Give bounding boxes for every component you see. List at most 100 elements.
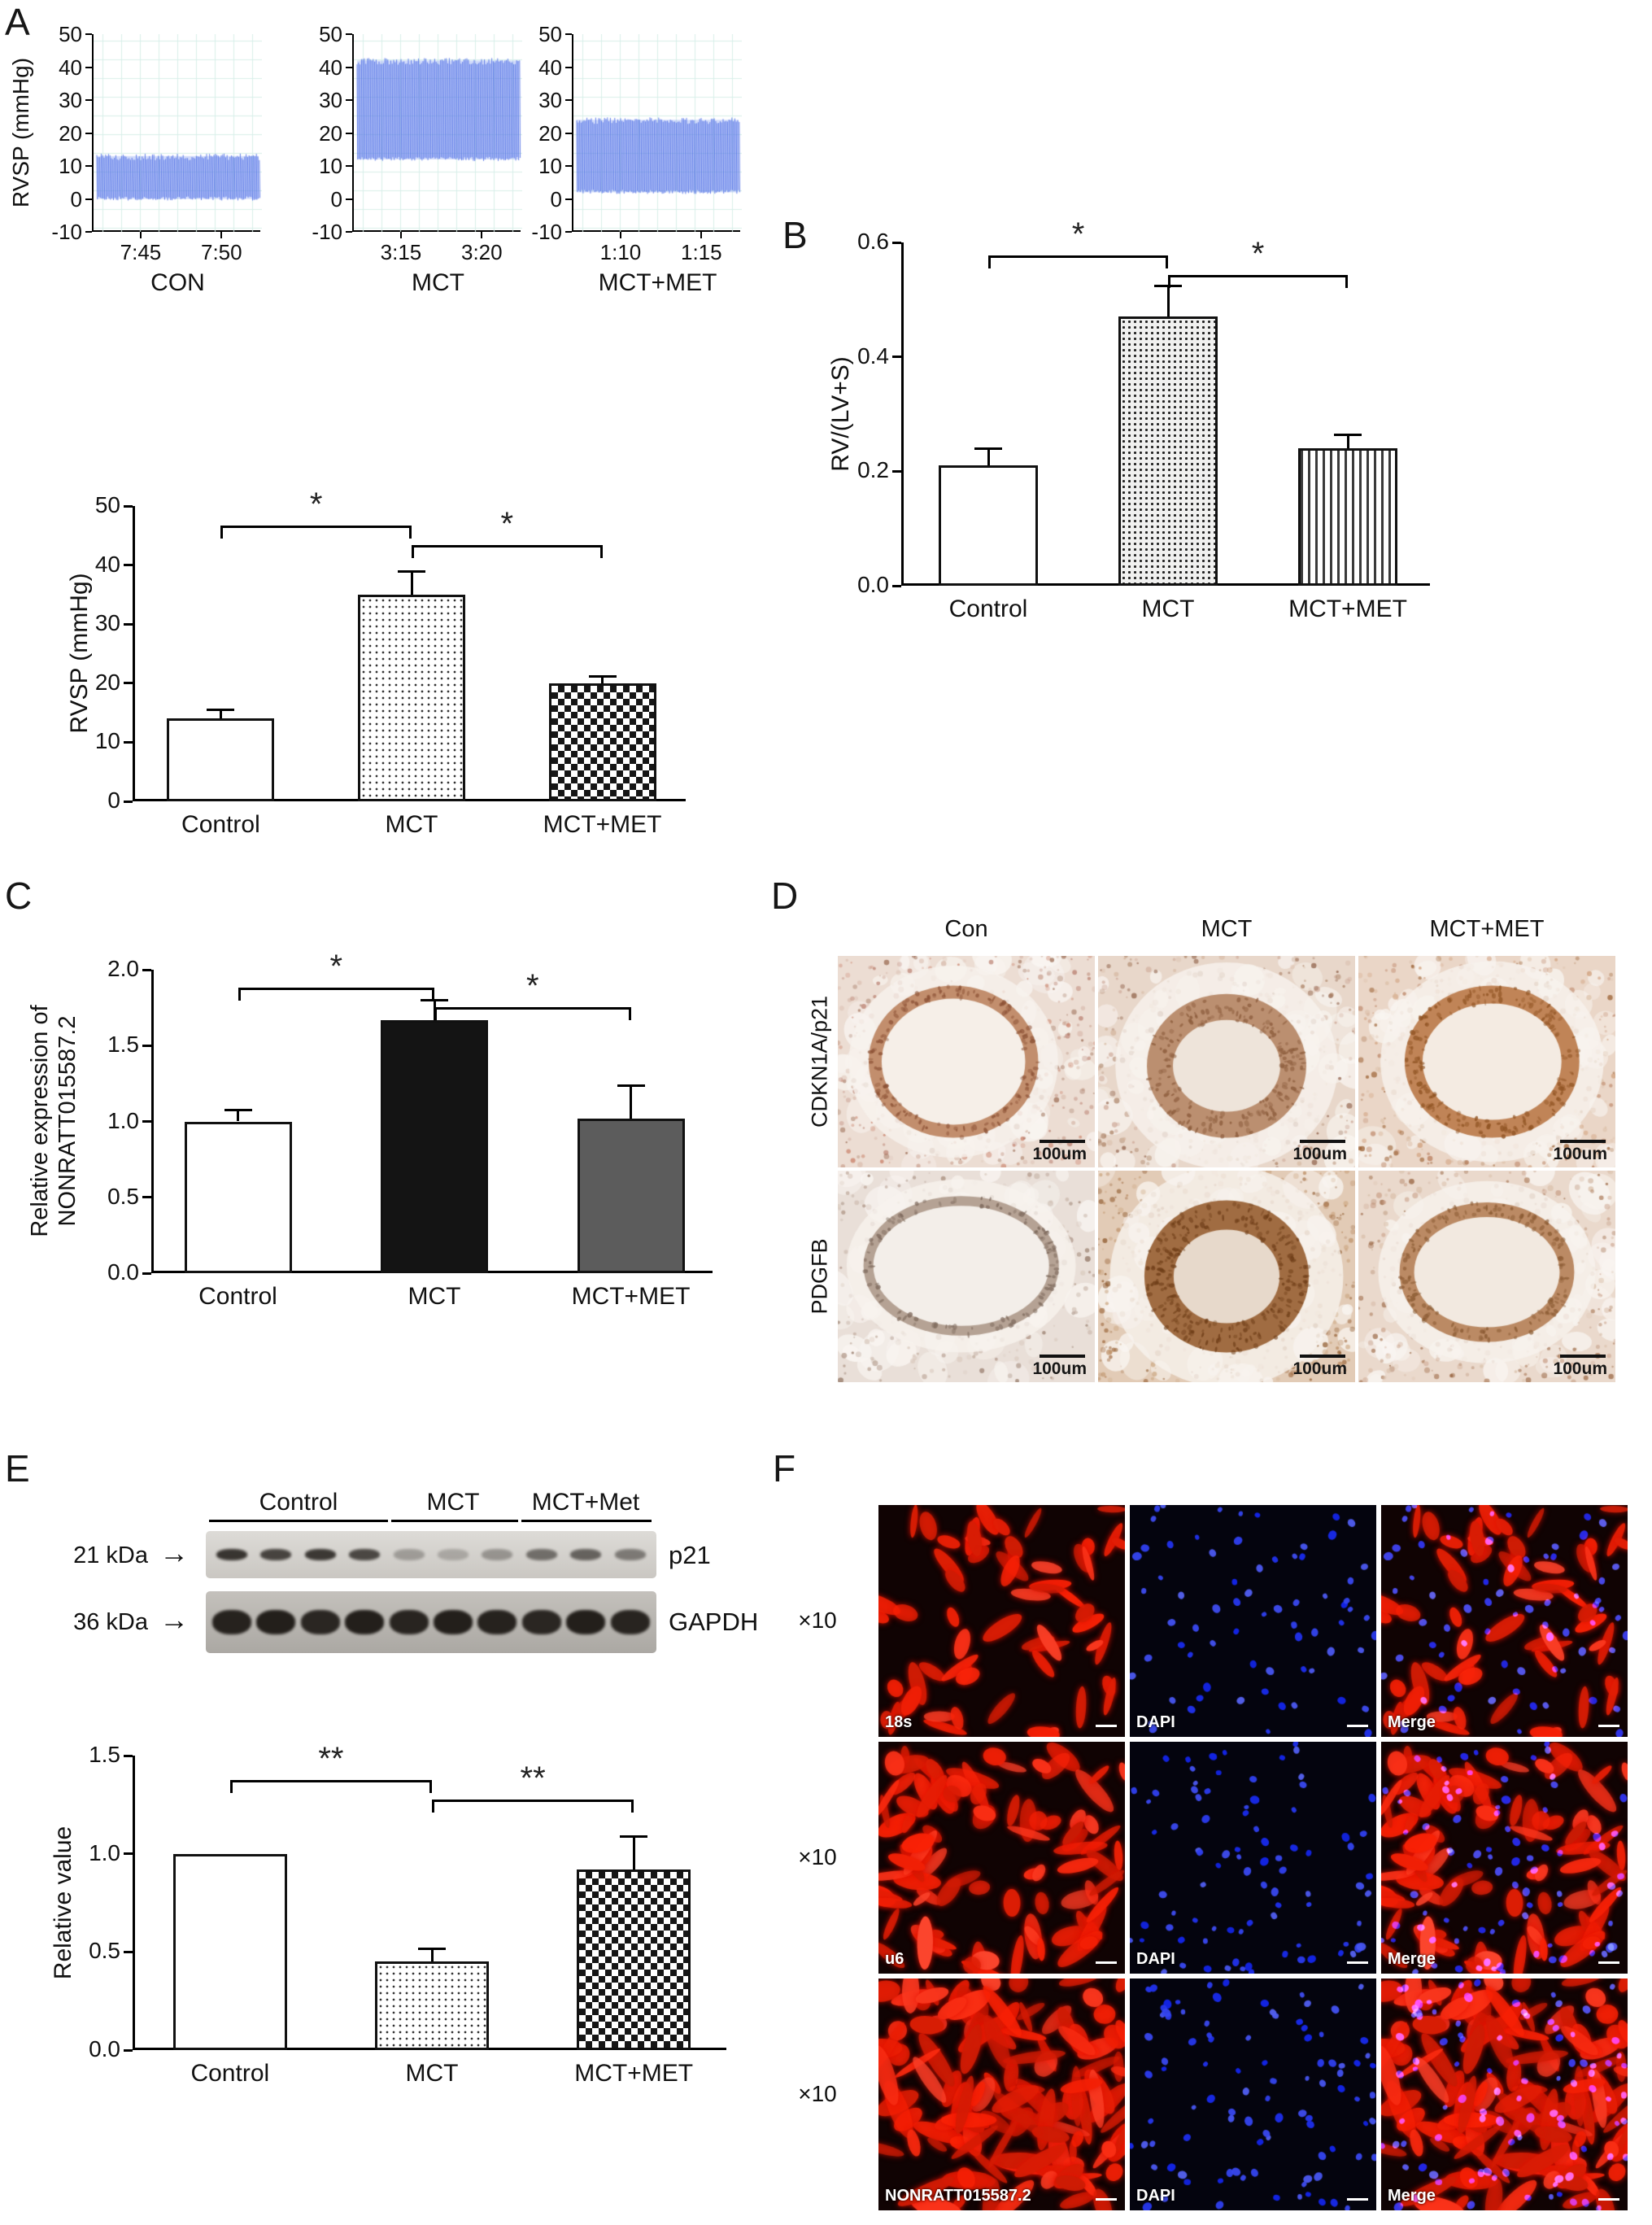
- y-tick: [346, 132, 352, 134]
- blot-band: [216, 1549, 247, 1560]
- fluor-image-row1-merge: Merge: [1381, 1505, 1628, 1737]
- y-tick-label: 0.4: [857, 342, 889, 369]
- error-bar: [1346, 434, 1349, 449]
- magnification-label-row1: ×10: [798, 1608, 837, 1633]
- error-bar-cap: [418, 1947, 446, 1950]
- scale-bar: [1560, 1355, 1606, 1358]
- x-tick: [481, 232, 483, 238]
- y-tick-label: 40: [94, 551, 120, 577]
- y-tick: [565, 33, 572, 35]
- scale-bar-label: 100um: [1292, 1359, 1347, 1378]
- trace-canvas: [354, 34, 522, 232]
- x-tick: [220, 232, 223, 238]
- y-tick: [892, 584, 901, 587]
- bar-Control: [172, 1853, 287, 2050]
- y-tick: [124, 564, 133, 567]
- bar-MCT+MET: [1298, 448, 1397, 586]
- error-bar: [410, 570, 413, 595]
- fluor-canvas: [878, 1505, 1125, 1737]
- ihc-image-cdkn1a-p21-mct: 100um: [1098, 956, 1355, 1167]
- sig-bracket-end: [1166, 255, 1168, 268]
- scale-bar: [1347, 1725, 1368, 1727]
- fluor-canvas: [878, 1742, 1125, 1974]
- scale-bar-label: 100um: [1292, 1145, 1347, 1163]
- y-tick-label: 0.5: [89, 1938, 120, 1964]
- y-tick-label: 0.0: [89, 2036, 120, 2061]
- panel-label-b: B: [782, 214, 808, 256]
- ihc-canvas: [1098, 956, 1355, 1167]
- y-tick-label: 1.5: [107, 1032, 139, 1058]
- fluor-image-label: DAPI: [1136, 1950, 1175, 1968]
- bar-MCT+MET: [548, 683, 656, 801]
- scale-bar: [1598, 1961, 1619, 1964]
- y-tick-label: 0: [70, 186, 82, 212]
- sig-bracket: [1168, 275, 1348, 277]
- scale-bar-label: 100um: [1553, 1359, 1607, 1378]
- fluor-canvas: [1130, 1505, 1376, 1737]
- y-tick: [565, 231, 572, 233]
- scale-bar: [1560, 1140, 1606, 1143]
- error-bar: [630, 1084, 632, 1119]
- y-tick-label: 20: [59, 120, 82, 146]
- sig-bracket: [238, 988, 434, 990]
- x-tick-label: 1:10: [599, 240, 642, 264]
- nonratt-expression-chart: 0.0 0.5 1.0 1.5 2.0 Control MCT MCT+MET * *: [107, 949, 713, 1310]
- blot-group-label-mctmet: MCT+Met: [531, 1489, 640, 1516]
- error-bar-cap: [974, 447, 1002, 451]
- fluor-canvas: [1130, 1742, 1376, 1974]
- y-tick: [85, 198, 92, 200]
- sig-bracket: [412, 545, 603, 548]
- chart-c-ylabel-line1: Relative expression of: [26, 1005, 53, 1237]
- blot-band: [256, 1610, 296, 1634]
- y-tick: [85, 132, 92, 134]
- blot-band: [212, 1610, 251, 1634]
- x-tick: [700, 232, 703, 238]
- fluor-image-row1-dapi: DAPI: [1130, 1505, 1376, 1737]
- sig-bracket-end: [220, 526, 224, 539]
- scale-bar: [1598, 2198, 1619, 2201]
- y-tick: [346, 231, 352, 233]
- blot-band: [434, 1610, 473, 1634]
- blot-band: [614, 1549, 646, 1560]
- trace-y-axis-label: RVSP (mmHg): [8, 57, 33, 208]
- fluor-image-row3-dapi: DAPI: [1130, 1979, 1376, 2210]
- y-tick-label: 2.0: [107, 956, 139, 981]
- sig-bracket-end: [229, 1780, 233, 1793]
- category-label: MCT+MET: [574, 2060, 694, 2087]
- blot-band: [525, 1549, 557, 1560]
- ihc-image-pdgfb-mct: 100um: [1098, 1171, 1355, 1382]
- y-tick: [85, 33, 92, 35]
- sig-bracket-end: [432, 988, 434, 1001]
- fulton-index-chart: 0.0 0.2 0.4 0.6 Control MCT MCT+MET * *: [857, 216, 1430, 622]
- chart-a-y-axis-label: RVSP (mmHg): [66, 573, 93, 734]
- y-tick-label: 10: [319, 154, 342, 178]
- ihc-col-title-mctmet: MCT+MET: [1429, 916, 1545, 942]
- y-tick: [892, 469, 901, 473]
- error-bar: [632, 1835, 635, 1869]
- x-tick: [619, 232, 621, 238]
- error-bar: [219, 709, 222, 719]
- bar-Control: [184, 1121, 292, 1273]
- panel-label-d: D: [771, 875, 799, 917]
- error-bar: [987, 448, 990, 466]
- gapdh-arrow-icon: →: [159, 1603, 189, 1636]
- ihc-image-pdgfb-con: 100um: [838, 1171, 1095, 1382]
- category-label: MCT+MET: [571, 1283, 691, 1310]
- x-tick-label: 1:15: [681, 240, 722, 264]
- x-tick-label: 3:20: [461, 240, 503, 264]
- category-label: MCT: [1141, 596, 1195, 622]
- fluor-image-row2-dapi: DAPI: [1130, 1742, 1376, 1974]
- scale-bar: [1096, 1725, 1117, 1727]
- y-tick-label: 0: [330, 186, 342, 212]
- ihc-canvas: [1358, 956, 1615, 1167]
- ihc-row-title-pdgfb: PDGFB: [807, 1238, 832, 1315]
- sig-bracket-end: [631, 1800, 634, 1813]
- bar-MCT: [381, 1019, 488, 1273]
- sig-label: *: [500, 506, 514, 542]
- gapdh-size-label: 36 kDa: [73, 1609, 148, 1635]
- y-tick: [85, 165, 92, 167]
- y-tick: [892, 241, 901, 244]
- scale-bar-label: 100um: [1032, 1359, 1087, 1378]
- bar-MCT: [375, 1961, 489, 2050]
- gapdh-blot-strip: [206, 1591, 656, 1653]
